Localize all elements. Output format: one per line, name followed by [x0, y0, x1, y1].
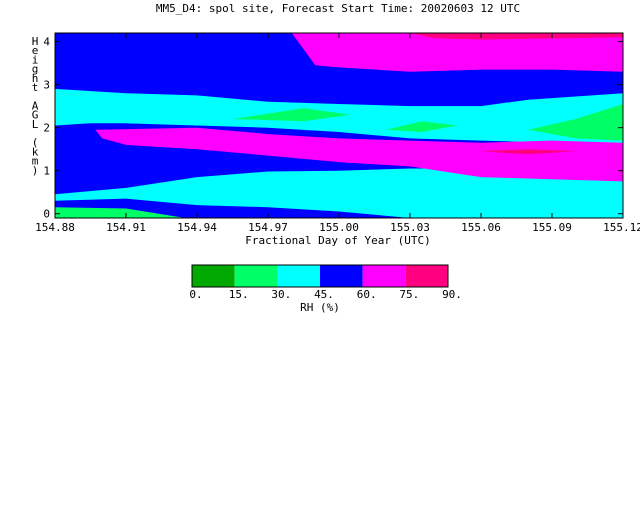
rh-region-30-45-3 — [55, 88, 623, 145]
colorbar-tick-label: 0. — [189, 288, 202, 301]
rh-region-60-75-9 — [291, 33, 623, 72]
y-axis-label-char: A — [32, 99, 39, 112]
x-axis-label: Fractional Day of Year (UTC) — [245, 234, 430, 247]
y-axis-label-char: ( — [32, 136, 39, 149]
x-tick-label: 154.94 — [177, 221, 217, 234]
y-axis-label-char: G — [32, 109, 39, 122]
y-axis-label-char: g — [32, 63, 39, 76]
colorbar-tick-label: 90. — [442, 288, 462, 301]
rh-region-15-30-4 — [232, 108, 351, 122]
x-tick-label: 155.12 — [603, 221, 640, 234]
y-tick-label: 2 — [43, 122, 50, 135]
colorbar-label: RH (%) — [300, 301, 340, 314]
colorbar-swatch — [192, 265, 235, 287]
colorbar-tick-label: 45. — [314, 288, 334, 301]
rh-region-75-90-10 — [410, 33, 623, 40]
colorbar-tick-label: 60. — [357, 288, 377, 301]
x-tick-label: 154.88 — [35, 221, 75, 234]
y-axis-label-char: e — [32, 44, 39, 57]
colorbar: 0. 15. 30. 45. 60. 75. 90. — [189, 264, 462, 301]
x-tick-label: 154.91 — [106, 221, 146, 234]
rh-region-60-75-7 — [95, 127, 623, 182]
y-axis-label-char: ) — [32, 164, 39, 177]
colorbar-swatch — [320, 265, 363, 287]
y-axis-label-char: k — [32, 145, 39, 158]
x-tick-label: 155.03 — [390, 221, 430, 234]
chart-title: MM5_D4: spol site, Forecast Start Time: … — [156, 2, 520, 15]
x-axis: 154.88 154.91 154.94 154.97 155.00 155.03 155.… — [35, 33, 640, 234]
colorbar-tick-label: 30. — [271, 288, 291, 301]
y-tick-label: 3 — [43, 79, 50, 92]
rh-region-75-90-8 — [481, 149, 576, 155]
rh-region-30-45-1 — [55, 168, 623, 218]
colorbar-tick-label: 15. — [229, 288, 249, 301]
rh-region-15-30-2 — [55, 207, 186, 218]
rh-region-15-30-5 — [386, 121, 458, 132]
colorbar-swatch — [234, 265, 278, 287]
rh-region-15-30-6 — [528, 104, 623, 141]
colorbar-swatch — [405, 265, 448, 287]
x-tick-label: 155.00 — [319, 221, 359, 234]
y-tick-label: 4 — [43, 36, 50, 49]
y-tick-label: 1 — [43, 165, 50, 178]
colorbar-tick-label: 75. — [399, 288, 419, 301]
colorbar-swatch — [277, 265, 320, 287]
y-axis-label-char: i — [32, 53, 39, 66]
x-tick-label: 155.09 — [532, 221, 572, 234]
y-axis-label-char: t — [32, 81, 39, 94]
x-tick-label: 154.97 — [248, 221, 288, 234]
colorbar-frame — [191, 264, 449, 288]
y-axis-label-char: L — [32, 118, 39, 131]
y-tick-label: 0 — [43, 208, 50, 221]
y-axis-label-char: H — [32, 35, 39, 48]
y-axis-label-char: m — [32, 155, 39, 168]
x-tick-label: 155.06 — [461, 221, 501, 234]
contour-fill-layer — [55, 33, 623, 218]
colorbar-swatch — [362, 265, 406, 287]
y-axis-label-char: h — [32, 72, 39, 85]
y-axis: 0 1 2 3 4 — [43, 36, 623, 221]
